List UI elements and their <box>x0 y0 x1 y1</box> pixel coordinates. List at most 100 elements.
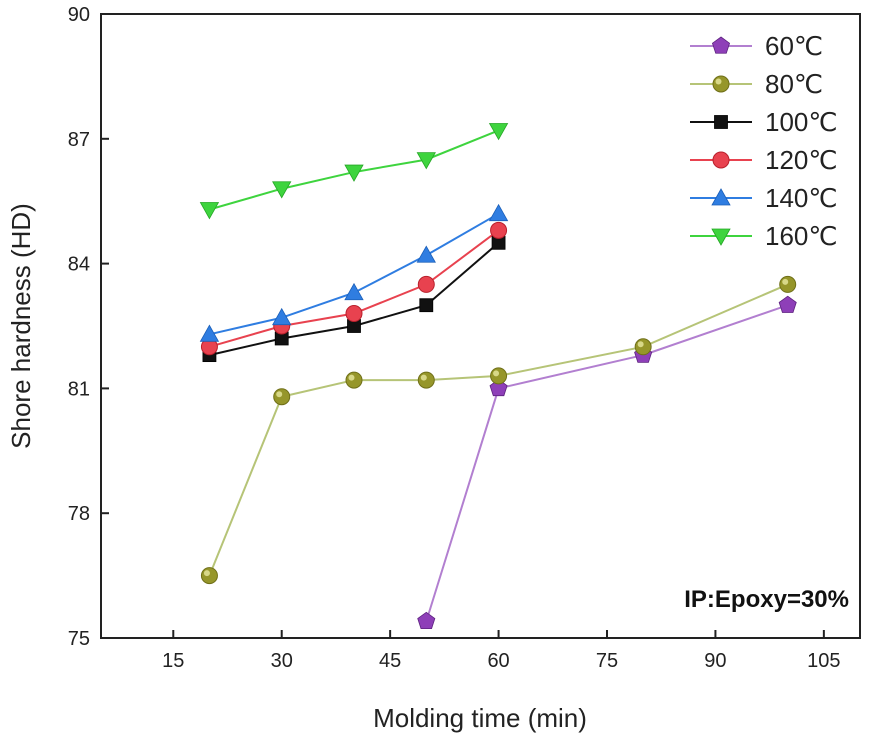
x-tick-label: 30 <box>271 650 293 672</box>
legend-item-60-marker <box>711 36 731 54</box>
y-tick-label: 84 <box>68 254 90 276</box>
series-160-point-2 <box>344 164 364 182</box>
series-80-point-4 <box>490 367 508 385</box>
x-tick-3: 60 <box>487 630 510 672</box>
series-160-point-0 <box>199 202 220 220</box>
y-tick-label: 81 <box>68 378 90 400</box>
series-80-point-3-highlight <box>420 374 427 381</box>
x-tick-label: 60 <box>487 650 509 672</box>
y-tick-label: 78 <box>68 503 90 525</box>
series-120-point-3 <box>417 275 435 293</box>
series-80-point-4-body <box>490 367 508 385</box>
legend-item-140: 140℃ <box>690 183 838 213</box>
series-140-points <box>199 203 509 342</box>
legend-item-140-label: 140℃ <box>765 183 838 213</box>
series-140-point-3 <box>416 245 436 263</box>
legend-item-100-marker <box>714 115 728 129</box>
series-80-point-2 <box>345 371 363 389</box>
legend-item-100: 100℃ <box>690 107 838 137</box>
series-80-point-3 <box>417 371 435 389</box>
x-tick-label: 75 <box>596 650 618 672</box>
series-160-points <box>199 123 509 220</box>
x-tick-6: 105 <box>807 630 841 672</box>
legend-item-60-label: 60℃ <box>765 31 823 61</box>
series-60-point-0 <box>417 611 436 630</box>
legend: 60℃ 80℃ 100℃ 120℃ 140℃ 160℃ <box>690 31 838 251</box>
series-80-point-0-highlight <box>203 570 210 577</box>
series-160-point-3 <box>416 152 436 170</box>
series-80-point-1-body <box>273 388 291 406</box>
series-120-point-2 <box>345 305 363 323</box>
y-axis-ticks: 75 78 81 84 87 90 <box>68 4 109 650</box>
legend-item-120-marker <box>712 151 730 169</box>
series-100-point-3 <box>419 298 434 313</box>
y-tick-label: 87 <box>68 129 90 151</box>
series-80-line <box>208 283 789 576</box>
y-tick-1: 78 <box>68 503 109 525</box>
x-tick-label: 45 <box>379 650 401 672</box>
y-tick-0: 75 <box>68 628 109 650</box>
series-60-point-3 <box>778 295 797 313</box>
series-160-point-1 <box>272 181 292 199</box>
series-160-point-4 <box>488 123 509 141</box>
legend-item-100-label: 100℃ <box>765 107 838 137</box>
series-80-point-5-highlight <box>637 341 644 348</box>
annotation-ratio: IP:Epoxy=30% <box>684 586 849 613</box>
y-tick-3: 84 <box>68 254 109 276</box>
y-tick-5: 90 <box>68 4 109 26</box>
legend-item-160: 160℃ <box>690 221 838 251</box>
legend-item-80: 80℃ <box>690 69 823 99</box>
legend-item-60: 60℃ <box>690 31 823 61</box>
x-tick-1: 30 <box>271 630 293 672</box>
y-tick-label: 75 <box>68 628 90 650</box>
x-tick-label: 105 <box>807 650 840 672</box>
y-axis-title: Shore hardness (HD) <box>6 203 36 449</box>
legend-item-140-marker <box>711 188 731 206</box>
series-140-point-4 <box>488 203 509 222</box>
legend-item-80-marker <box>712 75 730 93</box>
series-80-point-6-highlight <box>782 278 789 285</box>
y-tick-label: 90 <box>68 4 90 26</box>
series-80-point-6 <box>779 275 797 293</box>
series-80-point-0 <box>200 567 218 585</box>
plot-area: 15 30 45 60 75 90 105 75 78 81 84 87 90 <box>68 4 861 672</box>
series-80-point-6-body <box>779 275 797 293</box>
series-80-point-4-highlight <box>493 370 500 377</box>
series-140-point-0 <box>199 324 220 342</box>
x-tick-label: 90 <box>704 650 726 672</box>
legend-item-80-marker-highlight <box>715 78 722 85</box>
legend-item-80-marker-body <box>712 75 730 93</box>
series-60-point-1 <box>489 378 508 397</box>
legend-item-160-label: 160℃ <box>765 221 838 251</box>
series-140-point-2 <box>344 282 364 301</box>
y-tick-4: 87 <box>68 129 109 151</box>
series-80-point-5 <box>634 338 652 356</box>
series-markers <box>199 123 797 630</box>
x-tick-5: 90 <box>704 630 727 672</box>
series-60-line <box>425 304 789 622</box>
plot-frame <box>100 13 861 639</box>
x-axis-title: Molding time (min) <box>373 703 587 733</box>
legend-item-160-marker <box>711 228 731 246</box>
series-80-point-3-body <box>417 371 435 389</box>
x-tick-label: 15 <box>162 650 184 672</box>
legend-item-120-label: 120℃ <box>765 145 838 175</box>
series-80-point-1 <box>273 388 291 406</box>
series-140-point-1 <box>272 307 292 326</box>
x-tick-4: 75 <box>596 630 618 672</box>
series-80-points <box>200 275 797 585</box>
series-80-point-2-body <box>345 371 363 389</box>
series-80-point-0-body <box>200 567 218 585</box>
legend-item-80-label: 80℃ <box>765 69 823 99</box>
x-axis-ticks: 15 30 45 60 75 90 105 <box>162 630 841 672</box>
series-80-point-5-body <box>634 338 652 356</box>
y-tick-2: 81 <box>68 378 109 400</box>
x-tick-0: 15 <box>162 630 184 672</box>
x-tick-2: 45 <box>379 630 401 672</box>
series-80-point-1-highlight <box>276 391 283 398</box>
series-60-points <box>417 295 797 630</box>
series-120-point-4 <box>490 221 508 239</box>
series-80-point-2-highlight <box>348 374 355 381</box>
legend-item-120: 120℃ <box>690 145 838 175</box>
